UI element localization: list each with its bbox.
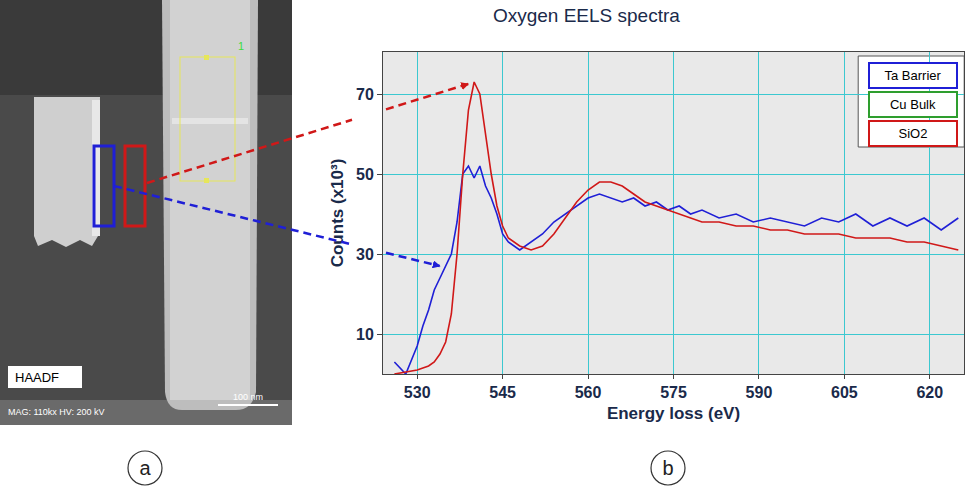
svg-text:70: 70 [356, 86, 374, 103]
svg-text:Energy loss (eV): Energy loss (eV) [607, 404, 740, 423]
svg-text:605: 605 [831, 384, 858, 401]
svg-text:620: 620 [916, 384, 943, 401]
svg-text:10: 10 [356, 326, 374, 343]
svg-text:560: 560 [575, 384, 602, 401]
svg-text:Counts (x10³): Counts (x10³) [328, 159, 347, 268]
svg-text:Cu Bulk: Cu Bulk [890, 97, 936, 112]
svg-text:530: 530 [404, 384, 431, 401]
svg-text:b: b [662, 457, 673, 479]
svg-text:Oxygen EELS spectra: Oxygen EELS spectra [493, 5, 680, 26]
svg-text:30: 30 [356, 246, 374, 263]
svg-text:100 nm: 100 nm [233, 392, 263, 402]
svg-text:575: 575 [660, 384, 687, 401]
svg-text:50: 50 [356, 166, 374, 183]
svg-text:SiO2: SiO2 [899, 126, 928, 141]
svg-text:590: 590 [746, 384, 773, 401]
svg-text:HAADF: HAADF [15, 370, 59, 385]
svg-text:Ta Barrier: Ta Barrier [884, 68, 941, 83]
svg-text:MAG: 110kx HV: 200 kV: MAG: 110kx HV: 200 kV [8, 407, 105, 417]
svg-text:545: 545 [489, 384, 516, 401]
svg-text:a: a [139, 457, 151, 479]
svg-text:1: 1 [238, 40, 244, 52]
